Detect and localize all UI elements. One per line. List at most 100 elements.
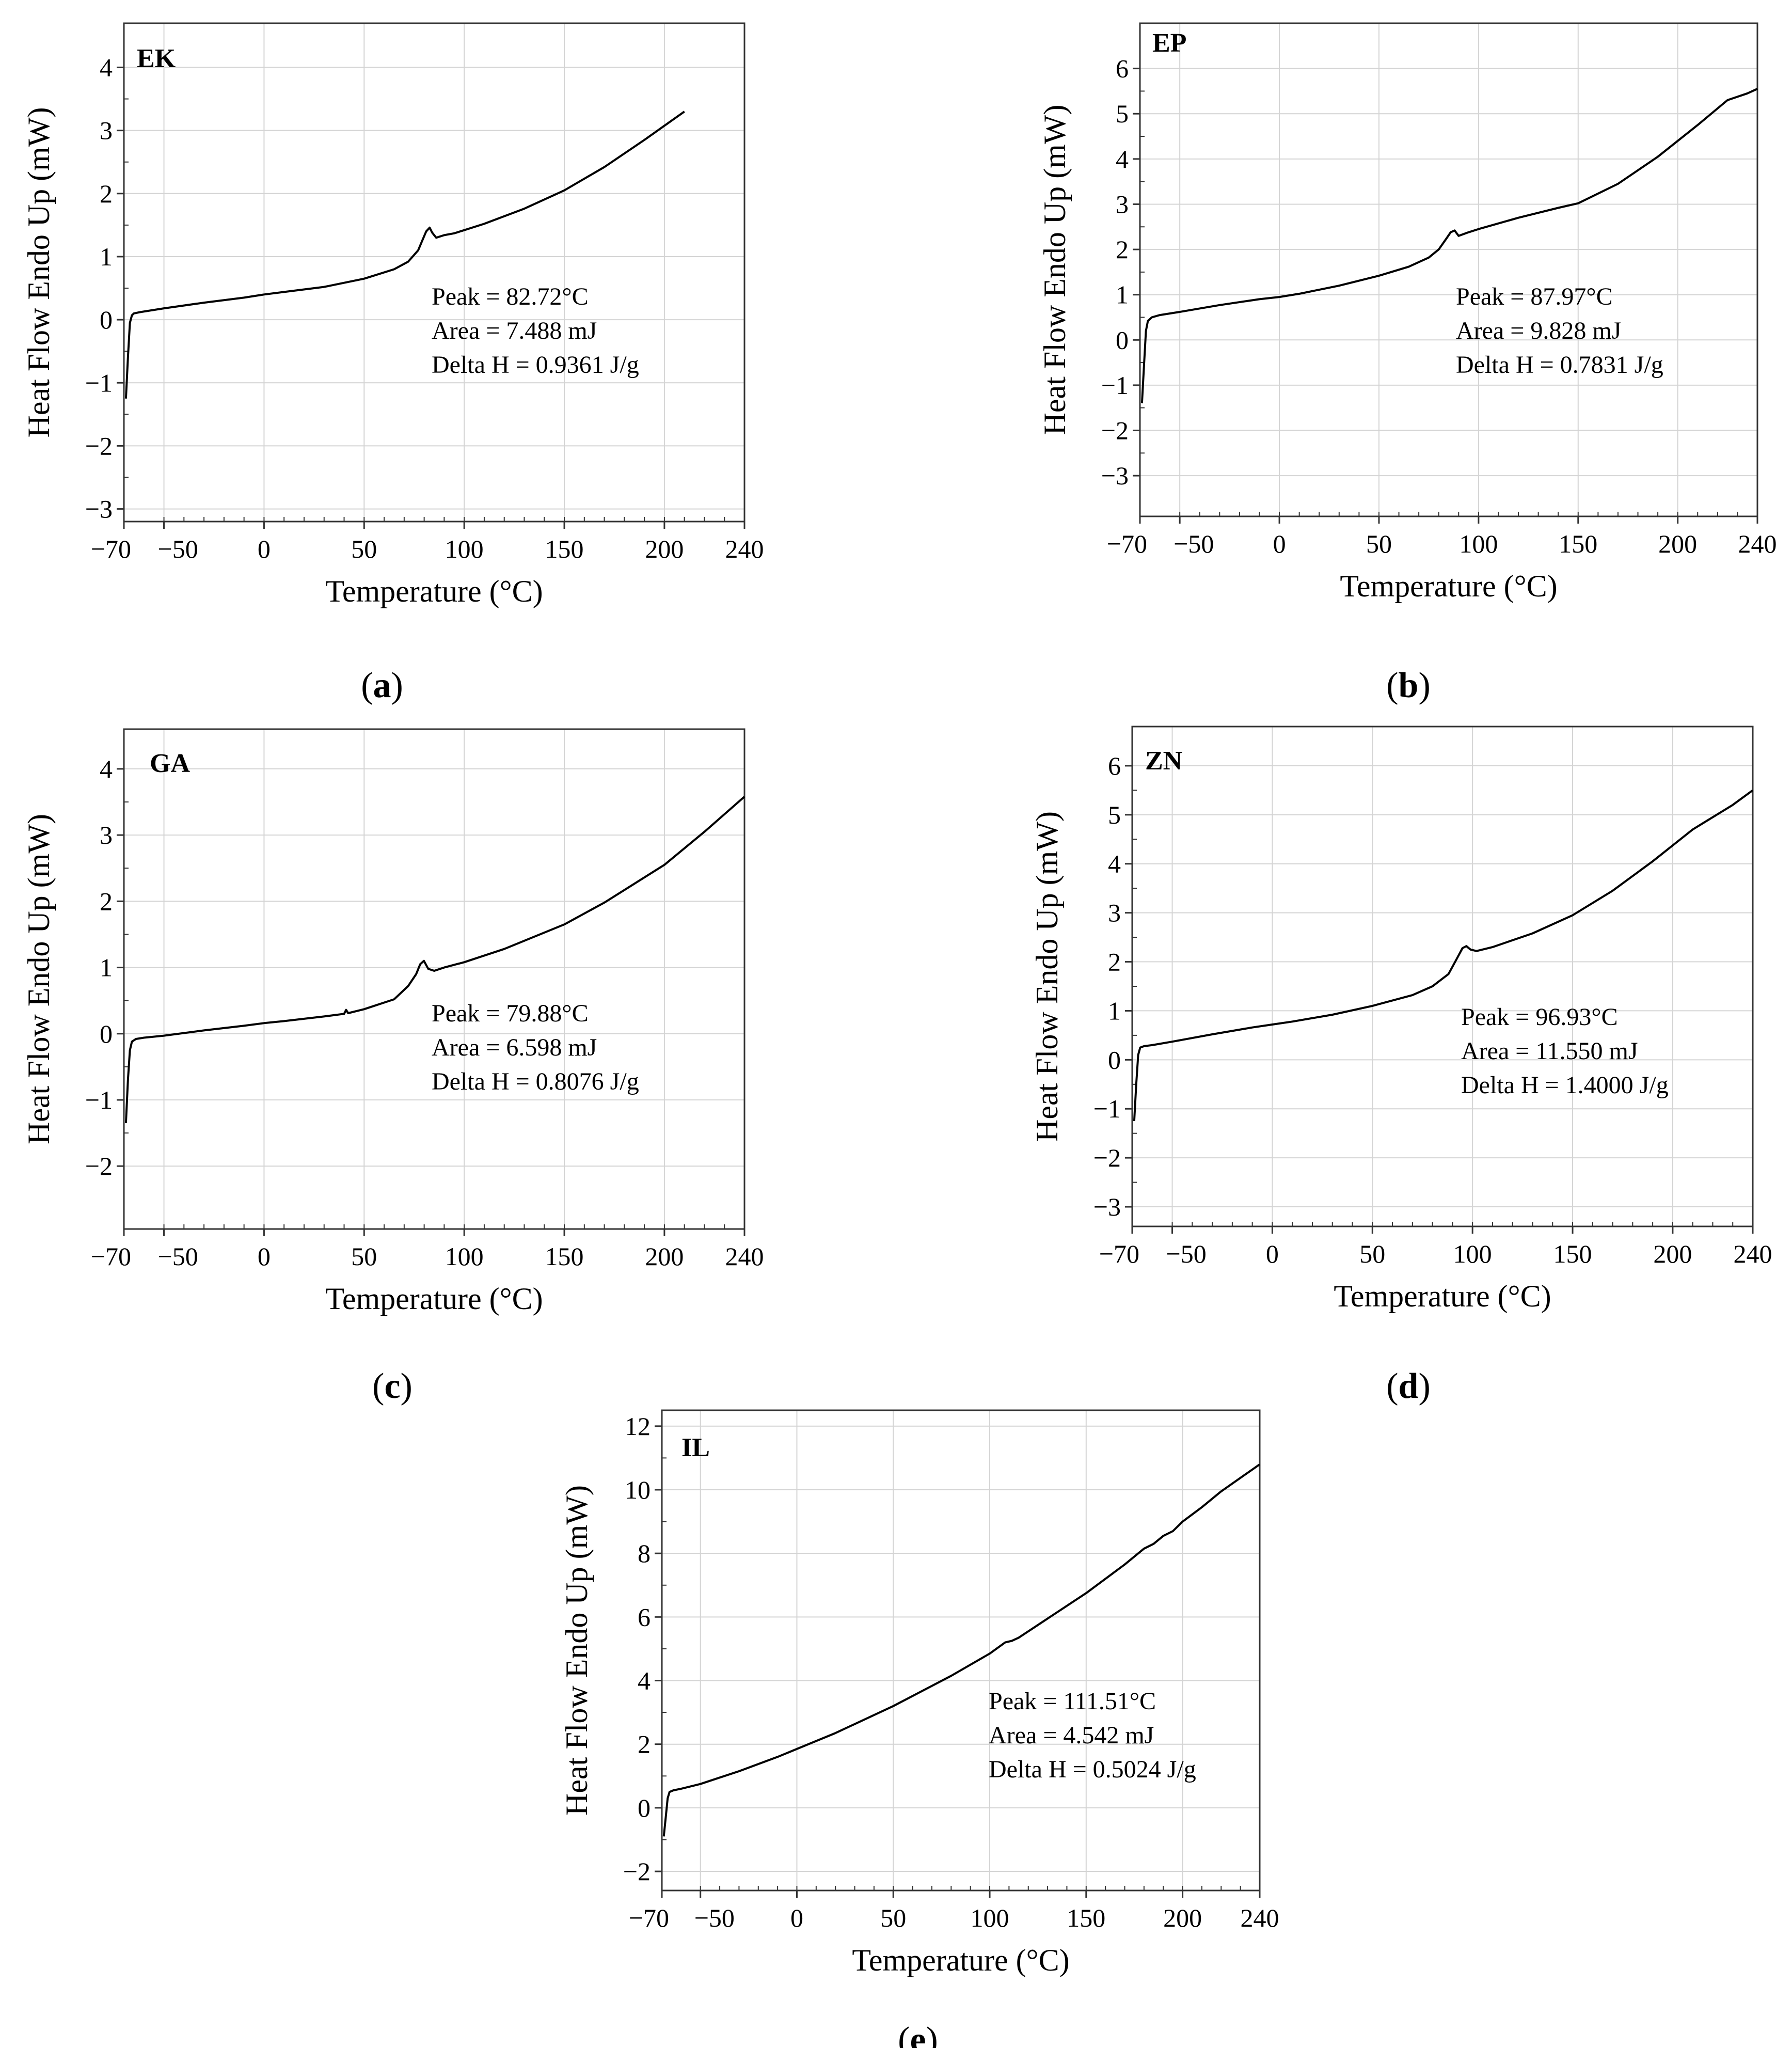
peak-annotation: Peak = 82.72°C (432, 283, 589, 310)
plot-frame (123, 728, 746, 1230)
x-tick-label: 240 (725, 1242, 764, 1271)
y-tick-label: −2 (1101, 416, 1129, 445)
x-tick-label: 0 (1266, 1239, 1279, 1268)
y-tick-label: 1 (1116, 280, 1129, 309)
y-tick-label: 0 (100, 1019, 113, 1048)
x-tick-label: 100 (445, 1242, 484, 1271)
sample-tag-ek: EK (137, 44, 176, 73)
y-tick-label: 10 (625, 1475, 651, 1504)
plot-frame (661, 1409, 1261, 1892)
plot-frame (123, 22, 746, 523)
x-tick-label: 50 (351, 1242, 377, 1271)
y-axis-title: Heat Flow Endo Up (mW) (22, 107, 56, 438)
x-tick-label: 50 (351, 534, 377, 563)
peak-annotation: Delta H = 0.9361 J/g (432, 351, 639, 379)
x-tick-label: 200 (645, 534, 684, 563)
y-axis-title: Heat Flow Endo Up (mW) (1030, 811, 1064, 1142)
panel-ep: −3 −2 −1 0 1 2 3 4 5 6 −70 −50 0 50 100 150 200 240 Temper… (1038, 22, 1777, 603)
panel-ga: −2 −1 0 1 2 3 4 −70 −50 0 50 100 150 200 240 Temperatur… (22, 728, 764, 1316)
y-tick-label: 3 (100, 821, 113, 849)
peak-annotation: Delta H = 0.8076 J/g (432, 1068, 639, 1095)
heat-flow-curve-zn (1133, 789, 1754, 1122)
x-tick-label: 100 (1459, 529, 1498, 558)
x-tick-label: −70 (1107, 529, 1147, 558)
plot-frame (1139, 22, 1758, 517)
y-tick-label: 0 (1116, 325, 1129, 354)
x-tick-label: 150 (1553, 1239, 1592, 1268)
y-tick-label: −2 (85, 431, 113, 460)
y-tick-label: 4 (638, 1666, 651, 1695)
y-tick-label: 1 (100, 242, 113, 271)
x-tick-label: 0 (1273, 529, 1286, 558)
y-tick-label: 2 (100, 179, 113, 208)
x-tick-label: 50 (880, 1903, 906, 1932)
y-tick-label: 4 (1116, 145, 1129, 174)
x-tick-label: 50 (1366, 529, 1392, 558)
peak-annotation: Area = 9.828 mJ (1456, 317, 1621, 344)
x-tick-label: 240 (1241, 1903, 1279, 1932)
caption-e: (e) (898, 2020, 938, 2048)
x-tick-label: 150 (545, 1242, 584, 1271)
heat-flow-curve-il (662, 1463, 1261, 1837)
y-axis-title: Heat Flow Endo Up (mW) (22, 814, 56, 1144)
x-tick-label: 100 (1453, 1239, 1492, 1268)
y-tick-label: 4 (100, 754, 113, 783)
x-tick-label: 200 (1653, 1239, 1692, 1268)
x-tick-label: 150 (1559, 529, 1597, 558)
x-tick-label: 150 (545, 534, 584, 563)
sample-tag-ga: GA (150, 749, 190, 778)
y-tick-label: 1 (100, 953, 113, 982)
y-tick-label: −3 (1093, 1192, 1121, 1221)
peak-annotation: Area = 6.598 mJ (432, 1034, 597, 1061)
y-tick-label: −2 (85, 1152, 113, 1180)
peak-annotation: Peak = 79.88°C (432, 1000, 589, 1027)
x-tick-label: −50 (694, 1903, 735, 1932)
peak-annotation: Peak = 96.93°C (1461, 1003, 1618, 1031)
y-tick-label: −1 (85, 368, 113, 397)
peak-annotation: Area = 11.550 mJ (1461, 1037, 1638, 1065)
x-axis-title: Temperature (°C) (852, 1943, 1069, 1977)
x-tick-label: 150 (1067, 1903, 1105, 1932)
x-tick-label: 240 (725, 534, 764, 563)
x-tick-label: 200 (1163, 1903, 1202, 1932)
caption-d: (d) (1386, 1366, 1431, 1406)
y-tick-label: 4 (100, 53, 113, 82)
panel-zn: −3 −2 −1 0 1 2 3 4 5 6 −70 −50 0 50 100 150 200 240 Temper… (1030, 726, 1772, 1313)
x-tick-label: 240 (1738, 529, 1777, 558)
peak-annotation: Area = 7.488 mJ (432, 317, 597, 344)
panel-il: −2 0 2 4 6 8 10 12 −70 −50 0 50 100 150 200 240 Temperat… (560, 1409, 1279, 1977)
y-tick-label: −2 (1093, 1143, 1121, 1172)
x-tick-label: 0 (258, 534, 271, 563)
peak-annotation: Peak = 87.97°C (1456, 283, 1613, 310)
y-tick-label: 0 (638, 1793, 651, 1822)
x-tick-label: 200 (1658, 529, 1697, 558)
x-tick-label: −50 (1173, 529, 1214, 558)
y-tick-label: 0 (100, 305, 113, 334)
x-tick-label: −50 (158, 534, 198, 563)
y-tick-label: 6 (1116, 54, 1129, 83)
y-tick-label: −1 (1101, 371, 1129, 400)
sample-tag-ep: EP (1152, 28, 1186, 58)
peak-annotation: Delta H = 1.4000 J/g (1461, 1072, 1669, 1099)
y-tick-label: −1 (85, 1085, 113, 1114)
plot-frame (1131, 726, 1754, 1227)
y-tick-label: 2 (1116, 235, 1129, 264)
y-tick-label: 4 (1108, 849, 1121, 878)
x-tick-label: 0 (258, 1242, 271, 1271)
y-tick-label: 3 (100, 116, 113, 145)
y-tick-label: −2 (623, 1857, 651, 1886)
y-tick-label: 2 (100, 887, 113, 916)
sample-tag-zn: ZN (1145, 746, 1182, 776)
y-tick-label: 6 (638, 1602, 651, 1631)
y-axis-title: Heat Flow Endo Up (mW) (1038, 105, 1072, 435)
heat-flow-curve-ga (124, 796, 746, 1123)
peak-annotation: Peak = 111.51°C (989, 1688, 1156, 1715)
caption-c: (c) (372, 1366, 413, 1406)
x-tick-label: 50 (1359, 1239, 1385, 1268)
x-tick-label: −70 (91, 1242, 131, 1271)
y-tick-label: −1 (1093, 1094, 1121, 1123)
x-tick-label: 0 (790, 1903, 803, 1932)
x-tick-label: 240 (1734, 1239, 1772, 1268)
